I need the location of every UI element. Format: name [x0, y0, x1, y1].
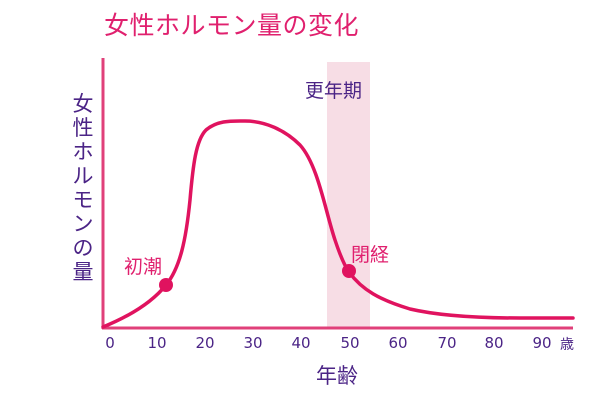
menopause-dot — [342, 264, 356, 278]
x-axis-unit: 歳 — [560, 337, 574, 353]
x-axis-label: 年齢 — [316, 364, 358, 388]
x-tick: 40 — [291, 334, 311, 352]
x-tick: 0 — [105, 334, 115, 352]
menopause-period-label: 更年期 — [305, 80, 363, 102]
menarche-dot — [159, 278, 173, 292]
x-tick: 50 — [340, 334, 360, 352]
menarche-label: 初潮 — [124, 256, 163, 278]
menopause-label: 閉経 — [351, 244, 390, 266]
x-tick: 10 — [147, 334, 167, 352]
x-tick: 20 — [195, 334, 215, 352]
hormone-curve — [101, 119, 575, 329]
x-tick: 80 — [484, 334, 504, 352]
x-tick: 70 — [437, 334, 457, 352]
x-tick: 60 — [388, 334, 408, 352]
y-axis-label: 女 性 ホ ル モ ン の 量 — [72, 92, 94, 284]
chart-title: 女性ホルモン量の変化 — [104, 11, 360, 40]
menopause-band — [327, 62, 370, 328]
x-tick: 90 — [532, 334, 552, 352]
x-tick: 30 — [243, 334, 263, 352]
